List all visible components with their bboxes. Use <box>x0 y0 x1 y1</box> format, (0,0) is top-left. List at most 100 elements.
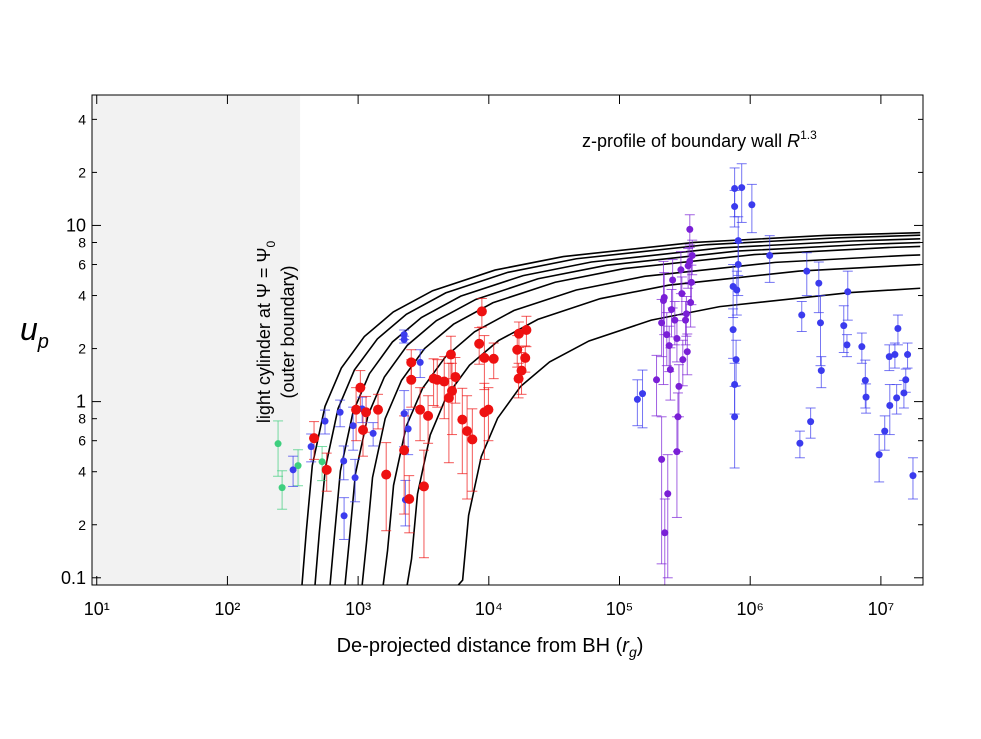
error-bar <box>746 183 757 234</box>
data-point <box>886 402 894 410</box>
data-point <box>653 376 661 384</box>
data-point <box>418 481 429 492</box>
x-tick-label: 10¹ <box>84 599 110 619</box>
data-point <box>885 353 893 361</box>
annotation-exponent: 1.3 <box>800 128 817 142</box>
data-point <box>513 373 524 384</box>
data-point <box>668 306 676 314</box>
data-point <box>909 472 917 480</box>
data-point <box>445 349 456 360</box>
data-point <box>369 429 377 437</box>
y-tick-label: 2 <box>78 164 86 180</box>
error-bar <box>662 454 673 579</box>
data-point <box>875 451 883 459</box>
data-point <box>732 356 740 364</box>
data-point <box>336 408 344 416</box>
region-label-line1: light cylinder at Ψ = Ψ0 <box>254 241 278 424</box>
data-point <box>423 410 434 421</box>
data-point <box>476 306 487 317</box>
data-point <box>840 322 848 330</box>
data-point <box>274 440 282 448</box>
data-point <box>816 319 824 327</box>
data-point <box>457 414 468 425</box>
region-label-line2: (outer boundary) <box>278 265 298 398</box>
data-point <box>734 261 742 269</box>
data-point <box>318 458 326 466</box>
y-tick-label: 8 <box>78 235 86 251</box>
data-point <box>731 381 739 389</box>
data-point <box>766 252 774 260</box>
data-point <box>321 417 329 425</box>
data-point <box>516 365 527 376</box>
points-layer <box>274 184 917 537</box>
data-point <box>660 293 668 301</box>
y-tick-label: 8 <box>78 411 86 427</box>
data-point <box>815 279 823 287</box>
model-curve <box>329 237 921 585</box>
data-point <box>675 382 683 390</box>
data-point <box>289 466 297 474</box>
data-point <box>658 455 666 463</box>
data-point <box>399 445 410 456</box>
x-axis-label-text: De-projected distance from BH ( <box>337 635 623 657</box>
data-point <box>893 394 901 402</box>
data-point <box>406 374 417 385</box>
data-point <box>891 351 899 359</box>
data-point <box>858 343 866 351</box>
data-point <box>400 336 408 344</box>
data-point <box>674 413 682 421</box>
error-bar <box>672 392 683 453</box>
error-bar <box>656 298 667 358</box>
data-point <box>682 310 690 318</box>
data-point <box>665 342 673 350</box>
data-point <box>658 319 666 327</box>
data-point <box>340 512 348 520</box>
data-point <box>474 338 485 349</box>
x-tick-label: 10⁶ <box>736 599 763 619</box>
error-bar <box>462 395 473 500</box>
y-axis-label: up <box>20 311 49 353</box>
data-point <box>521 324 532 335</box>
data-point <box>351 474 359 482</box>
x-axis-label: De-projected distance from BH (rg) <box>337 635 644 660</box>
data-point <box>861 376 869 384</box>
data-point <box>731 185 739 193</box>
error-bar <box>381 442 392 532</box>
data-point <box>462 426 473 437</box>
error-bar <box>273 420 284 477</box>
data-point <box>677 266 685 274</box>
x-tick-label: 10⁷ <box>868 599 895 619</box>
error-bar <box>815 295 826 367</box>
data-point <box>894 325 902 333</box>
data-point <box>381 469 392 480</box>
data-point <box>798 311 806 319</box>
annotation-symbol: R <box>787 131 800 151</box>
data-point <box>807 418 815 426</box>
data-point <box>278 484 286 492</box>
data-point <box>294 462 302 470</box>
data-point <box>803 267 811 275</box>
data-point <box>520 352 531 363</box>
data-point <box>633 395 641 403</box>
data-point <box>373 404 384 415</box>
annotation-text: z-profile of boundary wall <box>582 131 787 151</box>
error-bar <box>728 308 739 359</box>
data-point <box>400 410 408 418</box>
x-tick-label: 10³ <box>345 599 371 619</box>
model-curve <box>301 231 921 585</box>
error-bar <box>637 369 648 429</box>
data-point <box>512 344 523 355</box>
model-curve <box>457 287 921 585</box>
data-point <box>881 427 889 435</box>
error-bar <box>736 163 747 223</box>
data-point <box>902 376 910 384</box>
data-point <box>796 439 804 447</box>
data-point <box>686 257 694 265</box>
data-point <box>513 328 524 339</box>
error-bar <box>467 408 478 492</box>
data-point <box>639 390 647 398</box>
region-label: light cylinder at Ψ = Ψ0 (outer boundary… <box>254 241 298 424</box>
data-point <box>416 358 424 366</box>
x-axis-label-symbol: r <box>622 635 630 657</box>
